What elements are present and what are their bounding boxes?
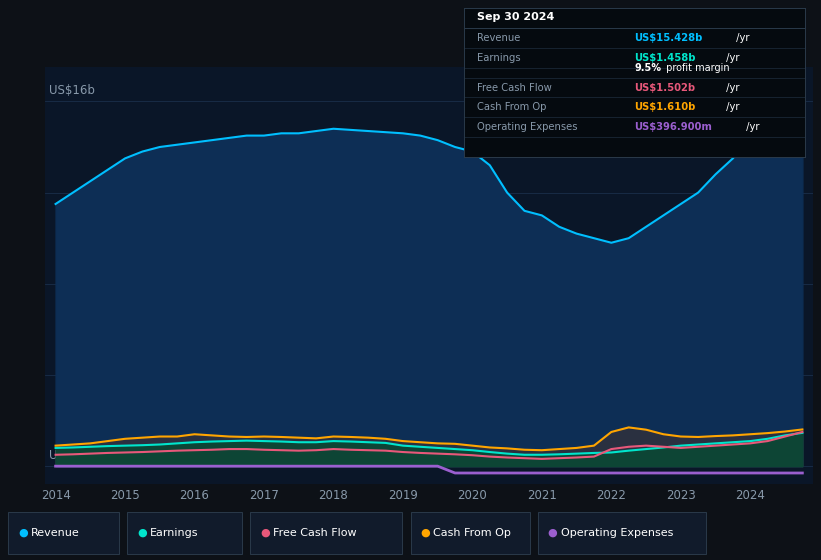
Text: ●: ● [548, 528, 557, 538]
Text: US$0: US$0 [49, 449, 80, 461]
Text: ●: ● [137, 528, 147, 538]
Text: 9.5%: 9.5% [635, 63, 661, 73]
Text: Operating Expenses: Operating Expenses [561, 528, 673, 538]
Text: /yr: /yr [723, 82, 740, 92]
Text: Cash From Op: Cash From Op [433, 528, 511, 538]
Text: Cash From Op: Cash From Op [478, 102, 547, 113]
Text: Revenue: Revenue [31, 528, 80, 538]
Text: /yr: /yr [733, 33, 750, 43]
Text: US$1.502b: US$1.502b [635, 82, 695, 92]
Text: profit margin: profit margin [663, 63, 730, 73]
Text: US$16b: US$16b [49, 84, 95, 97]
Text: Free Cash Flow: Free Cash Flow [273, 528, 357, 538]
Text: /yr: /yr [723, 102, 740, 113]
Text: Sep 30 2024: Sep 30 2024 [478, 12, 555, 22]
Text: US$1.458b: US$1.458b [635, 53, 695, 63]
Text: /yr: /yr [723, 53, 740, 63]
Text: Free Cash Flow: Free Cash Flow [478, 82, 553, 92]
Text: Operating Expenses: Operating Expenses [478, 122, 578, 132]
Text: Earnings: Earnings [150, 528, 199, 538]
Text: US$396.900m: US$396.900m [635, 122, 712, 132]
Text: US$15.428b: US$15.428b [635, 33, 703, 43]
Text: ●: ● [420, 528, 430, 538]
Text: US$1.610b: US$1.610b [635, 102, 695, 113]
Text: ●: ● [18, 528, 28, 538]
Text: /yr: /yr [742, 122, 759, 132]
Text: ●: ● [260, 528, 270, 538]
Text: Revenue: Revenue [478, 33, 521, 43]
Text: Earnings: Earnings [478, 53, 521, 63]
